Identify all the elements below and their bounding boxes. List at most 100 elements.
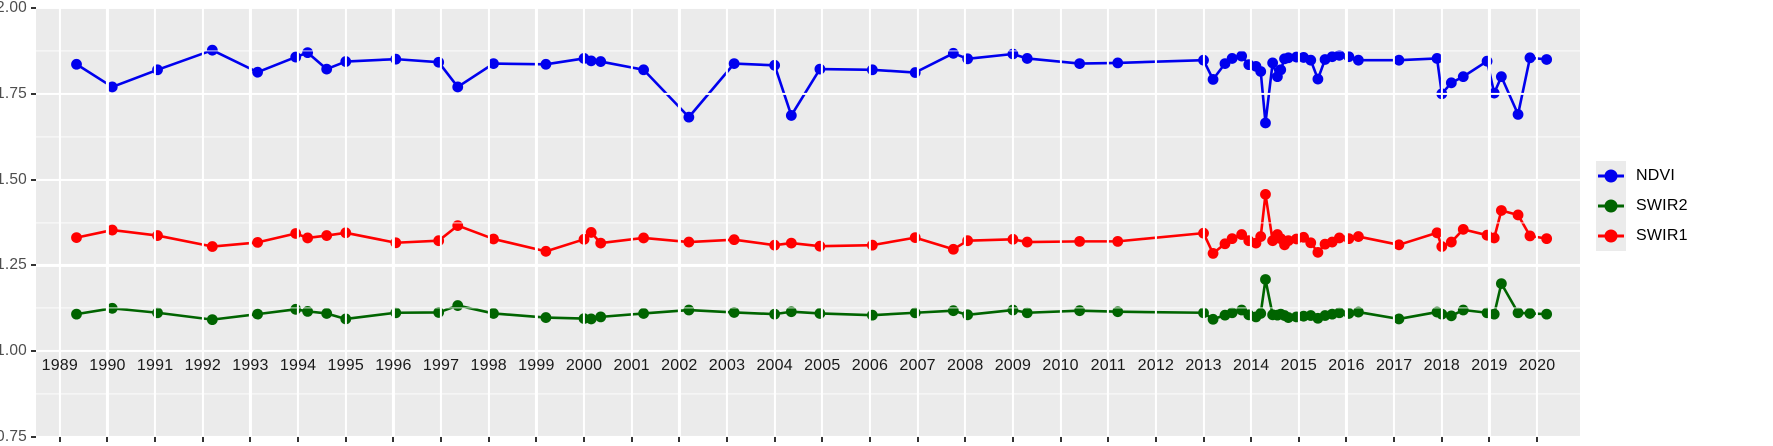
data-point — [1275, 308, 1287, 320]
gridline-major-vertical — [249, 8, 252, 437]
gridline-major-vertical — [1059, 8, 1062, 437]
y-tick-mark — [31, 7, 36, 9]
legend-item-swir1[interactable]: SWIR1 — [1596, 221, 1766, 251]
data-point — [1326, 236, 1338, 248]
data-point — [1495, 205, 1507, 216]
x-tick-label: 2006 — [851, 357, 889, 374]
data-point — [1291, 311, 1302, 323]
legend-item-swir2[interactable]: SWIR2 — [1596, 191, 1766, 221]
legend-key-dot-icon — [1604, 229, 1618, 243]
data-point — [1267, 309, 1279, 321]
data-point — [1541, 308, 1553, 320]
gridline-major-vertical — [392, 8, 395, 437]
data-point — [1481, 229, 1493, 241]
data-point — [433, 235, 445, 247]
gridline-major-vertical — [1440, 8, 1443, 437]
x-tick-mark — [58, 437, 61, 442]
data-point — [1312, 246, 1324, 258]
data-point — [638, 232, 649, 244]
x-tick-label: 1996 — [375, 357, 412, 374]
data-point — [1275, 64, 1287, 76]
data-point — [1457, 223, 1469, 235]
data-point — [1326, 308, 1338, 320]
gridline-major-vertical — [1393, 8, 1396, 437]
data-point — [1260, 188, 1271, 200]
gridline-major-horizontal — [36, 350, 1580, 353]
x-tick-label: 1990 — [89, 357, 126, 374]
data-point — [1541, 233, 1553, 245]
data-point — [1279, 310, 1290, 321]
x-tick-mark — [1011, 437, 1014, 442]
x-tick-label: 1989 — [41, 357, 79, 374]
data-point — [252, 237, 263, 248]
x-tick-mark — [1393, 437, 1396, 442]
x-tick-label: 2012 — [1137, 357, 1175, 374]
gridline-minor-horizontal — [36, 136, 1580, 138]
gridline-major-vertical — [1488, 8, 1491, 437]
data-point — [1279, 53, 1290, 65]
y-tick-mark — [31, 264, 36, 267]
x-tick-mark — [773, 437, 776, 442]
x-axis — [36, 437, 1580, 442]
gridline-major-vertical — [868, 8, 872, 437]
gridline-major-vertical — [725, 8, 729, 437]
data-point — [1319, 54, 1331, 65]
data-point — [1312, 312, 1324, 324]
gridline-major-vertical — [1202, 8, 1205, 437]
x-tick-mark — [344, 437, 347, 442]
y-tick-mark — [31, 92, 36, 95]
legend-item-ndvi[interactable]: NDVI — [1596, 161, 1766, 191]
data-point — [785, 237, 797, 249]
series-swir1 — [71, 188, 1553, 259]
x-tick-label: 2003 — [708, 357, 746, 374]
x-tick-label: 1995 — [327, 357, 364, 374]
legend-label: SWIR1 — [1636, 227, 1688, 244]
x-tick-mark — [1297, 437, 1300, 442]
x-tick-label: 2005 — [804, 357, 841, 374]
data-point — [785, 110, 797, 121]
data-point — [1495, 71, 1507, 83]
x-tick-mark — [678, 437, 681, 442]
data-point — [1512, 209, 1524, 221]
data-point — [1243, 235, 1255, 247]
x-tick-label: 2009 — [994, 357, 1032, 374]
plot-panel: 1989 1990 1991 1992 1993 1994 1995 1996 1997 1998… — [36, 8, 1580, 437]
data-point — [947, 243, 959, 255]
data-point — [71, 232, 82, 244]
data-point — [1275, 233, 1287, 245]
chart-legend: NDVI SWIR2 SWIR1 — [1596, 161, 1766, 251]
data-point — [1524, 52, 1536, 64]
gridline-major-vertical — [630, 8, 633, 437]
gridline-major-vertical — [58, 8, 61, 437]
data-point — [1333, 49, 1345, 61]
x-tick-mark — [1536, 437, 1539, 442]
gridline-major-horizontal — [36, 92, 1580, 95]
data-point — [1282, 312, 1294, 323]
gridline-major-vertical — [964, 8, 967, 437]
data-point — [1272, 71, 1283, 83]
gridline-major-vertical — [487, 8, 490, 437]
data-point — [595, 237, 607, 249]
x-tick-mark — [154, 437, 157, 442]
data-point — [1207, 73, 1219, 85]
data-point — [1260, 117, 1271, 129]
data-point — [1305, 237, 1317, 249]
x-tick-label: 2016 — [1328, 357, 1365, 374]
data-point — [206, 314, 218, 326]
x-tick-mark — [535, 437, 538, 442]
data-point — [433, 56, 445, 68]
data-point — [1305, 54, 1317, 66]
gridline-major-horizontal — [36, 435, 1580, 437]
data-point — [1326, 51, 1338, 63]
y-tick-label: 2.00 — [0, 0, 27, 16]
data-point — [1524, 230, 1536, 242]
data-point — [1226, 53, 1238, 64]
gridline-major-vertical — [773, 8, 776, 437]
data-point — [814, 240, 826, 252]
data-point — [814, 308, 826, 319]
data-point — [683, 304, 695, 316]
gridline-major-vertical — [106, 8, 109, 437]
y-axis: 2.00 1.75 1.50 1.25 1.00 0.75 — [0, 0, 36, 445]
x-tick-mark — [1440, 437, 1443, 442]
x-tick-mark — [1250, 437, 1253, 442]
